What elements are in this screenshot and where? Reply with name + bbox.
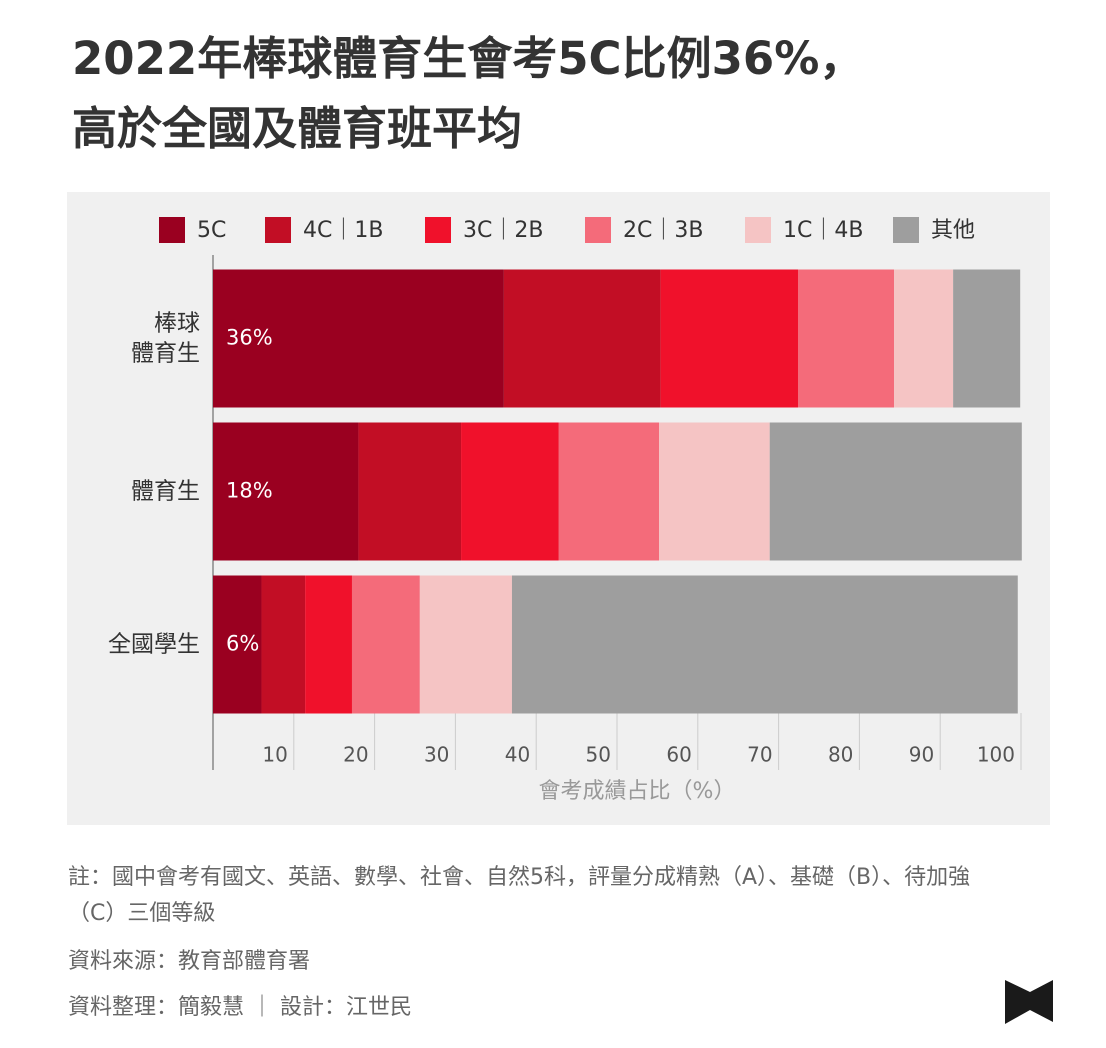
bar-segment <box>261 575 306 714</box>
bar-segment <box>305 575 352 714</box>
x-tick-label: 60 <box>666 743 691 767</box>
bar-segment <box>894 269 954 408</box>
legend-label: 4C｜1B <box>303 218 383 243</box>
x-tick-label: 20 <box>343 743 368 767</box>
legend-swatch <box>159 217 185 243</box>
note: 註：國中會考有國文、英語、數學、社會、自然5科，評量分成精熟（A）、基礎（B）、… <box>68 865 971 926</box>
credits: 資料整理：簡毅慧 ｜ 設計：江世民 <box>68 995 412 1020</box>
legend-swatch <box>745 217 771 243</box>
x-tick-label: 90 <box>909 743 934 767</box>
bar-segment <box>358 422 462 561</box>
x-tick-label: 100 <box>977 743 1015 767</box>
y-tick-label: 棒球體育生 <box>131 310 200 366</box>
x-tick-label: 10 <box>262 743 287 767</box>
bar-segment <box>797 269 895 408</box>
legend-label: 1C｜4B <box>783 218 863 243</box>
source: 資料來源：教育部體育署 <box>68 949 311 974</box>
bar-segment <box>659 422 770 561</box>
bar-segment <box>419 575 512 714</box>
bar-segment <box>769 422 1022 561</box>
legend-swatch <box>425 217 451 243</box>
bar-segment <box>213 269 504 408</box>
legend-label: 2C｜3B <box>623 218 703 243</box>
bar-segment <box>953 269 1021 408</box>
bar-segment <box>503 269 661 408</box>
y-tick-label: 全國學生 <box>108 631 200 657</box>
legend-label: 其他 <box>931 218 975 243</box>
legend-swatch <box>893 217 919 243</box>
x-tick-label: 30 <box>424 743 449 767</box>
bar-segment <box>461 422 559 561</box>
x-axis-label: 會考成績占比（%） <box>539 779 736 804</box>
bar-segment <box>511 575 1018 714</box>
legend-label: 5C <box>197 218 226 243</box>
legend-label: 3C｜2B <box>463 218 543 243</box>
x-tick-label: 40 <box>505 743 530 767</box>
bar-segment <box>660 269 798 408</box>
value-label: 18% <box>226 479 273 503</box>
bar-segment <box>351 575 420 714</box>
bar-segment <box>213 422 359 561</box>
bar-segment <box>558 422 660 561</box>
legend-swatch <box>585 217 611 243</box>
x-tick-label: 50 <box>586 743 611 767</box>
x-tick-label: 70 <box>747 743 772 767</box>
logo <box>1005 980 1053 1024</box>
y-tick-label: 體育生 <box>131 478 200 504</box>
value-label: 6% <box>226 632 259 656</box>
legend-swatch <box>265 217 291 243</box>
x-tick-label: 80 <box>828 743 853 767</box>
value-label: 36% <box>226 326 273 350</box>
chart-title: 2022年棒球體育生會考5C比例36%， 高於全國及體育班平均 <box>72 32 865 155</box>
bar-segment <box>213 575 262 714</box>
